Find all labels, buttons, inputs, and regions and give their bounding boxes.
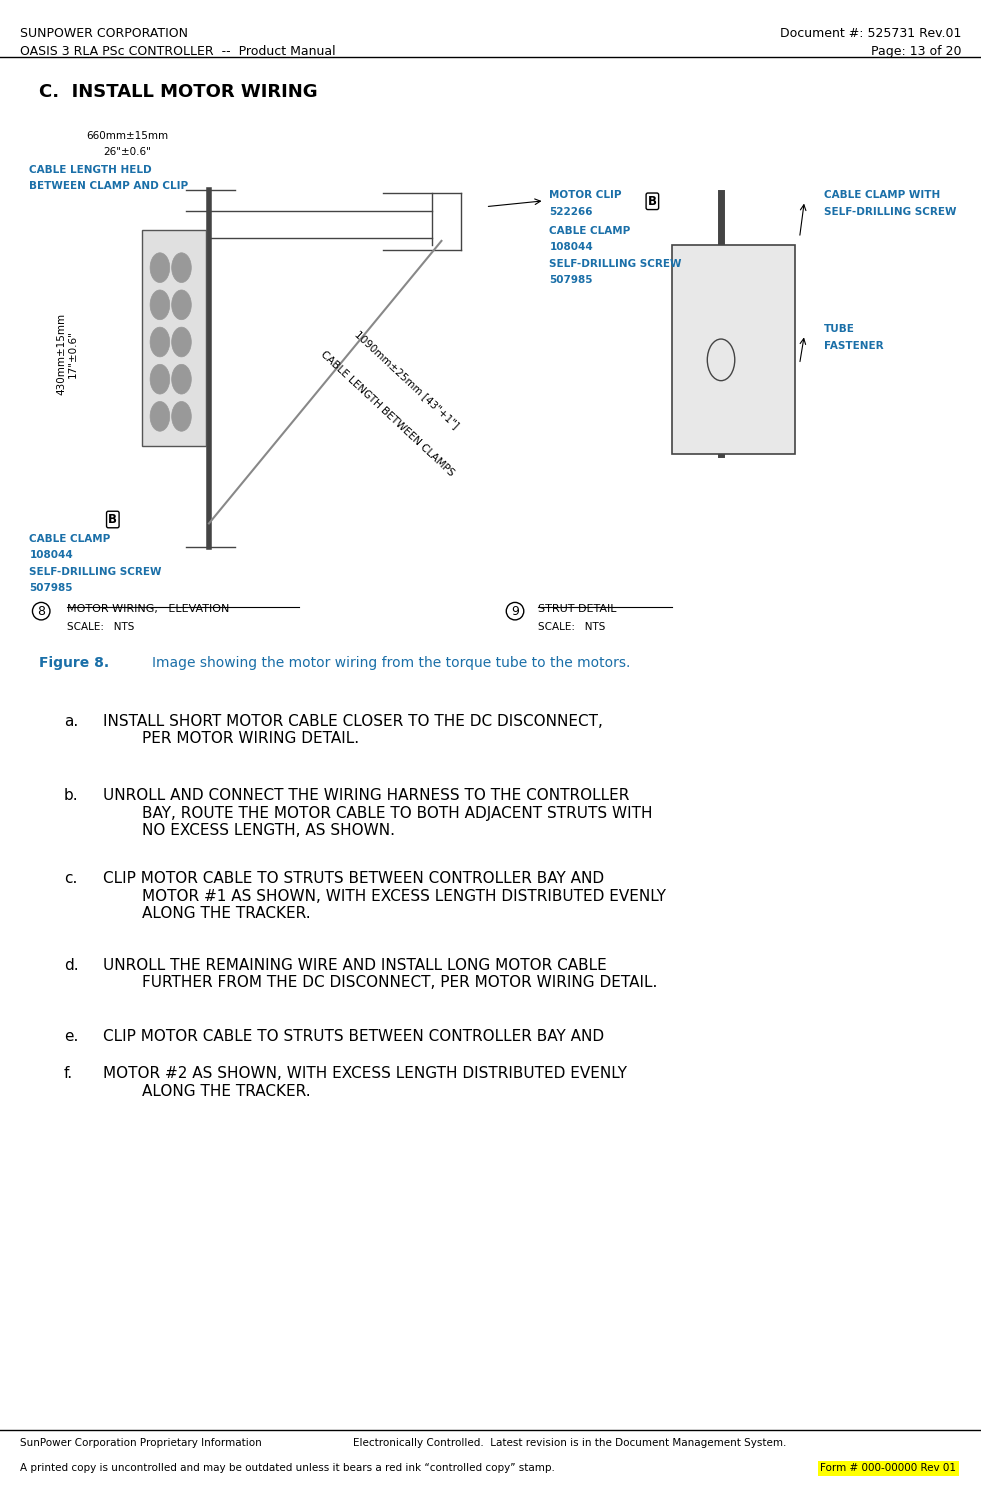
Text: MOTOR WIRING,   ELEVATION: MOTOR WIRING, ELEVATION: [67, 604, 230, 614]
FancyBboxPatch shape: [142, 230, 206, 446]
Text: CABLE CLAMP: CABLE CLAMP: [29, 534, 111, 544]
Text: Form # 000-00000 Rev 01: Form # 000-00000 Rev 01: [820, 1463, 956, 1474]
Text: b.: b.: [64, 788, 78, 803]
Text: UNROLL THE REMAINING WIRE AND INSTALL LONG MOTOR CABLE
        FURTHER FROM THE : UNROLL THE REMAINING WIRE AND INSTALL LO…: [103, 958, 657, 990]
Text: CABLE LENGTH BETWEEN CLAMPS: CABLE LENGTH BETWEEN CLAMPS: [319, 349, 456, 477]
Text: CLIP MOTOR CABLE TO STRUTS BETWEEN CONTROLLER BAY AND: CLIP MOTOR CABLE TO STRUTS BETWEEN CONTR…: [103, 1029, 604, 1044]
Text: 507985: 507985: [29, 583, 73, 593]
Text: SCALE:   NTS: SCALE: NTS: [67, 622, 134, 632]
Text: 660mm±15mm: 660mm±15mm: [86, 131, 169, 141]
Text: SunPower Corporation Proprietary Information: SunPower Corporation Proprietary Informa…: [20, 1438, 261, 1448]
Text: f.: f.: [64, 1066, 73, 1081]
Text: SUNPOWER CORPORATION: SUNPOWER CORPORATION: [20, 27, 187, 40]
Text: CABLE CLAMP WITH: CABLE CLAMP WITH: [824, 190, 941, 201]
Text: 108044: 108044: [549, 242, 594, 253]
Text: Document #: 525731 Rev.01: Document #: 525731 Rev.01: [780, 27, 961, 40]
Text: d.: d.: [64, 958, 78, 972]
Text: 9: 9: [511, 605, 519, 617]
Text: 108044: 108044: [29, 550, 74, 561]
Text: A printed copy is uncontrolled and may be outdated unless it bears a red ink “co: A printed copy is uncontrolled and may b…: [20, 1463, 554, 1474]
Text: CABLE LENGTH HELD: CABLE LENGTH HELD: [29, 165, 152, 175]
Text: 26"±0.6": 26"±0.6": [104, 147, 151, 158]
Circle shape: [150, 401, 170, 431]
FancyBboxPatch shape: [672, 245, 795, 454]
Text: B: B: [108, 513, 118, 526]
Text: a.: a.: [64, 714, 78, 729]
Text: SCALE:   NTS: SCALE: NTS: [538, 622, 605, 632]
Text: STRUT DETAIL: STRUT DETAIL: [538, 604, 616, 614]
Text: B: B: [647, 195, 657, 208]
Text: C.  INSTALL MOTOR WIRING: C. INSTALL MOTOR WIRING: [39, 83, 318, 101]
Circle shape: [150, 253, 170, 283]
Text: c.: c.: [64, 871, 77, 886]
Text: OASIS 3 RLA PSc CONTROLLER  --  Product Manual: OASIS 3 RLA PSc CONTROLLER -- Product Ma…: [20, 45, 336, 58]
Circle shape: [172, 364, 191, 394]
Text: 507985: 507985: [549, 275, 593, 286]
Text: e.: e.: [64, 1029, 78, 1044]
Circle shape: [172, 253, 191, 283]
Text: FASTENER: FASTENER: [824, 341, 884, 351]
Circle shape: [150, 327, 170, 357]
Text: MOTOR #2 AS SHOWN, WITH EXCESS LENGTH DISTRIBUTED EVENLY
        ALONG THE TRACK: MOTOR #2 AS SHOWN, WITH EXCESS LENGTH DI…: [103, 1066, 627, 1099]
Text: SELF-DRILLING SCREW: SELF-DRILLING SCREW: [29, 567, 162, 577]
Text: 522266: 522266: [549, 207, 593, 217]
Text: Page: 13 of 20: Page: 13 of 20: [871, 45, 961, 58]
Circle shape: [172, 290, 191, 320]
Text: Electronically Controlled.  Latest revision is in the Document Management System: Electronically Controlled. Latest revisi…: [353, 1438, 787, 1448]
Text: 1090mm±25mm [43"+1"]: 1090mm±25mm [43"+1"]: [353, 329, 461, 430]
Text: MOTOR CLIP: MOTOR CLIP: [549, 190, 622, 201]
Circle shape: [172, 327, 191, 357]
Text: Image showing the motor wiring from the torque tube to the motors.: Image showing the motor wiring from the …: [152, 656, 631, 669]
Text: SELF-DRILLING SCREW: SELF-DRILLING SCREW: [549, 259, 682, 269]
Text: BETWEEN CLAMP AND CLIP: BETWEEN CLAMP AND CLIP: [29, 181, 188, 192]
Circle shape: [150, 364, 170, 394]
Text: 430mm±15mm: 430mm±15mm: [57, 312, 67, 396]
Text: TUBE: TUBE: [824, 324, 854, 335]
Text: UNROLL AND CONNECT THE WIRING HARNESS TO THE CONTROLLER
        BAY, ROUTE THE M: UNROLL AND CONNECT THE WIRING HARNESS TO…: [103, 788, 652, 837]
Circle shape: [172, 401, 191, 431]
Text: 8: 8: [37, 605, 45, 617]
Text: CLIP MOTOR CABLE TO STRUTS BETWEEN CONTROLLER BAY AND
        MOTOR #1 AS SHOWN,: CLIP MOTOR CABLE TO STRUTS BETWEEN CONTR…: [103, 871, 666, 920]
Text: CABLE CLAMP: CABLE CLAMP: [549, 226, 631, 236]
Text: 17"±0.6": 17"±0.6": [68, 330, 77, 378]
Text: Figure 8.: Figure 8.: [39, 656, 109, 669]
Circle shape: [150, 290, 170, 320]
Text: INSTALL SHORT MOTOR CABLE CLOSER TO THE DC DISCONNECT,
        PER MOTOR WIRING : INSTALL SHORT MOTOR CABLE CLOSER TO THE …: [103, 714, 603, 746]
Text: SELF-DRILLING SCREW: SELF-DRILLING SCREW: [824, 207, 956, 217]
